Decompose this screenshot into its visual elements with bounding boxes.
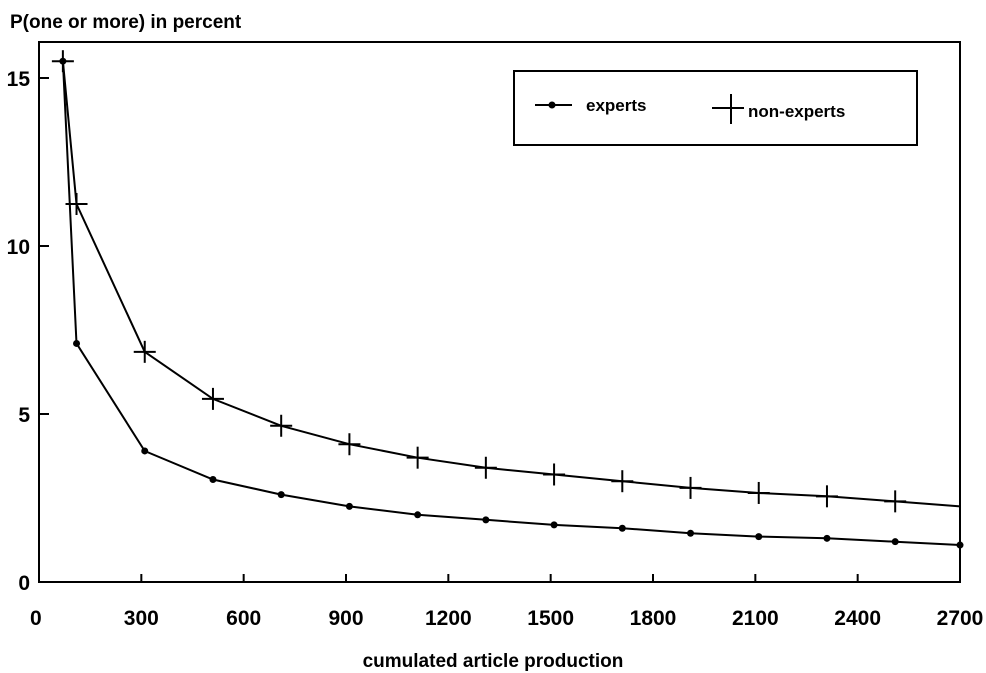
experts-point: [141, 447, 149, 455]
y-tick-label: 15: [7, 68, 31, 91]
non-experts-point: [133, 340, 156, 363]
experts-point: [209, 476, 217, 484]
x-tick-label: 1500: [527, 607, 574, 630]
experts-point: [345, 502, 353, 510]
x-tick-label: 600: [226, 607, 261, 630]
y-tick-label: 10: [7, 236, 30, 259]
non-experts-point: [270, 414, 293, 437]
legend-experts-marker: [548, 101, 556, 109]
non-experts-point: [747, 481, 770, 504]
legend-experts-label: experts: [586, 96, 646, 115]
experts-point: [823, 534, 831, 542]
x-axis-ticks: 0 300 600 900 1200 1500 1800 2100 2400 2700: [30, 574, 983, 630]
non-experts-point: [406, 446, 429, 469]
experts-point: [956, 541, 964, 549]
non-experts-point: [884, 490, 907, 513]
experts-point: [414, 511, 422, 519]
experts-point: [687, 529, 695, 537]
x-tick-label: 2700: [937, 607, 984, 630]
non-experts-point: [611, 470, 634, 493]
legend-non-experts-label: non-experts: [748, 102, 845, 121]
y-axis-ticks: 0 5 10 15: [7, 68, 49, 595]
experts-point: [550, 521, 558, 529]
experts-point: [618, 524, 626, 532]
experts-point: [482, 516, 490, 524]
x-tick-label: 900: [328, 607, 363, 630]
non-experts-point: [338, 433, 361, 456]
non-experts-point: [51, 50, 74, 73]
non-experts-point: [201, 387, 224, 410]
x-tick-label: 1200: [425, 607, 472, 630]
y-axis-title: P(one or more) in percent: [10, 12, 242, 33]
experts-point: [755, 533, 763, 541]
series-layer: [51, 50, 964, 549]
x-tick-label: 2400: [834, 607, 881, 630]
x-axis-title: cumulated article production: [363, 651, 624, 672]
non-experts-point: [65, 193, 88, 215]
non-experts-point: [543, 463, 566, 486]
x-tick-label: 300: [124, 607, 159, 630]
y-tick-label: 5: [18, 404, 30, 427]
plot-frame: [38, 41, 961, 583]
x-tick-label: 0: [30, 607, 42, 630]
experts-point: [277, 491, 285, 499]
y-tick-label: 0: [18, 572, 30, 595]
x-tick-label: 1800: [630, 607, 677, 630]
non-experts-point: [815, 485, 838, 508]
non-experts-point: [679, 476, 702, 499]
experts-point: [891, 538, 899, 546]
x-tick-label: 2100: [732, 607, 779, 630]
experts-point: [73, 339, 81, 347]
non-experts-point: [474, 456, 497, 479]
legend: experts non-experts: [513, 70, 918, 146]
